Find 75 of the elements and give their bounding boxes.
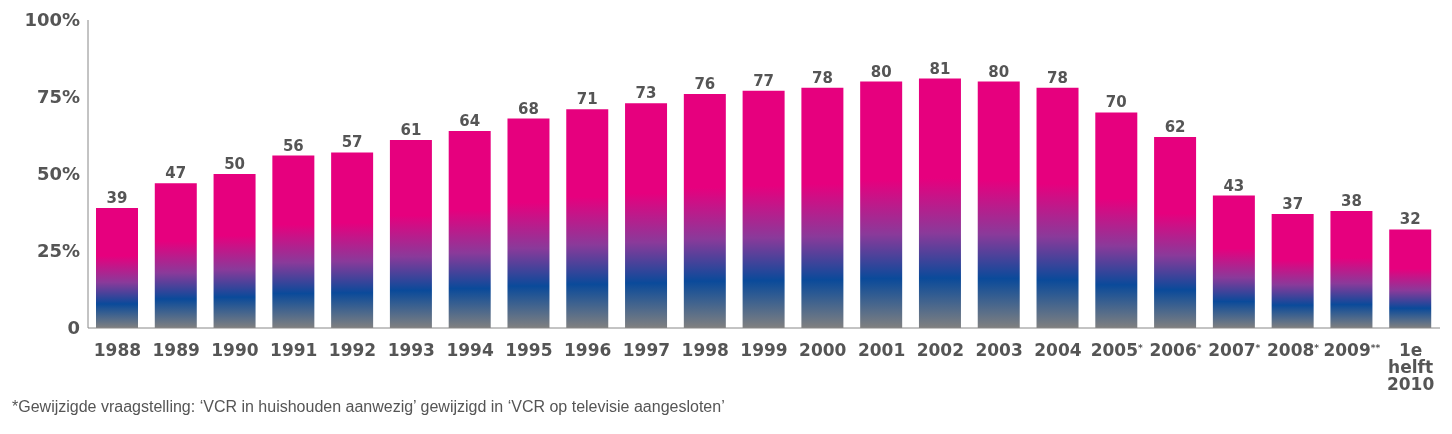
data-label: 81	[929, 59, 951, 78]
data-label: 56	[282, 136, 304, 155]
x-tick-label: 1995	[505, 340, 553, 360]
bar	[625, 103, 668, 328]
x-tick-label: 2004	[1034, 340, 1082, 360]
data-label: 77	[753, 71, 775, 90]
bar	[1330, 210, 1373, 328]
data-label: 68	[518, 99, 539, 118]
data-label: 62	[1164, 118, 1186, 137]
bar	[1154, 137, 1197, 328]
x-tick-label: 2006$^{*}$	[1149, 340, 1202, 360]
y-tick-label: 75%	[36, 86, 80, 108]
data-label: 80	[870, 62, 892, 81]
x-tick-label: 2001	[857, 340, 906, 360]
x-tick-label: 1e helft 2010	[1386, 340, 1435, 394]
bar	[154, 183, 197, 328]
text: *Gewijzigde vraagstelling: ‘VCR in huishouden aanwezig’ gewijzigd in ‘VCR op televisie aangesloten’	[12, 398, 726, 416]
data-label: 47	[165, 164, 187, 183]
x-tick-label: 2007$^{*}$	[1208, 340, 1261, 360]
bar	[1036, 87, 1079, 328]
data-label: 39	[106, 188, 128, 207]
x-tick-label: 1989	[152, 340, 200, 360]
x-tick-label: 2005$^{*}$	[1090, 340, 1143, 360]
data-label: 43	[1223, 176, 1245, 195]
data-label: 37	[1282, 195, 1304, 214]
data-label: 78	[811, 68, 833, 87]
x-tick-label: 2000	[799, 340, 847, 360]
bar	[1389, 229, 1432, 328]
bar	[860, 81, 903, 328]
y-tick-label: 50%	[36, 163, 80, 185]
data-label: 38	[1341, 191, 1362, 210]
bar	[566, 109, 609, 328]
x-tick-label: 1991	[270, 340, 318, 360]
bar	[801, 87, 844, 328]
bar	[742, 90, 785, 328]
bar	[389, 140, 432, 328]
x-tick-label: 1988	[93, 340, 142, 360]
bar	[272, 155, 315, 328]
bar	[96, 207, 138, 328]
data-label: 78	[1047, 68, 1068, 87]
bar	[331, 152, 374, 328]
data-label: 50	[224, 155, 245, 173]
data-label: 64	[459, 111, 481, 130]
x-tick-label: 2008$^{*}$	[1267, 340, 1320, 360]
y-tick-label: 0	[67, 317, 80, 339]
bar	[507, 118, 550, 328]
bar	[977, 81, 1020, 328]
bar	[1212, 195, 1255, 328]
x-tick-label: 1990	[211, 340, 259, 360]
x-tick-label: 1998	[681, 340, 729, 360]
bar	[1271, 214, 1314, 328]
data-label: 70	[1105, 93, 1127, 112]
bar	[448, 130, 491, 328]
x-tick-label: 2002	[916, 340, 965, 360]
bar	[1095, 112, 1138, 328]
data-label: 71	[576, 90, 598, 109]
data-label: 61	[400, 121, 422, 140]
x-tick-label: 1993	[387, 340, 435, 360]
x-tick-label: 1994	[446, 340, 494, 360]
bar	[213, 174, 256, 328]
data-label: 80	[988, 62, 1010, 81]
bar	[918, 78, 961, 328]
y-tick-label: 25%	[36, 240, 80, 262]
x-tick-label: 1992	[328, 340, 377, 360]
data-label: 32	[1399, 210, 1421, 229]
x-tick-label: 2009$^{**}$	[1323, 340, 1381, 360]
data-label: 57	[341, 133, 363, 152]
y-tick-label: 100%	[24, 9, 80, 31]
x-tick-label: 1997	[622, 340, 671, 360]
data-label: 76	[694, 74, 716, 93]
data-label: 73	[635, 84, 657, 103]
x-tick-label: 1996	[563, 340, 612, 360]
x-tick-label: 1999	[740, 340, 788, 360]
bar	[683, 93, 726, 328]
x-tick-label: 2003	[975, 340, 1023, 360]
